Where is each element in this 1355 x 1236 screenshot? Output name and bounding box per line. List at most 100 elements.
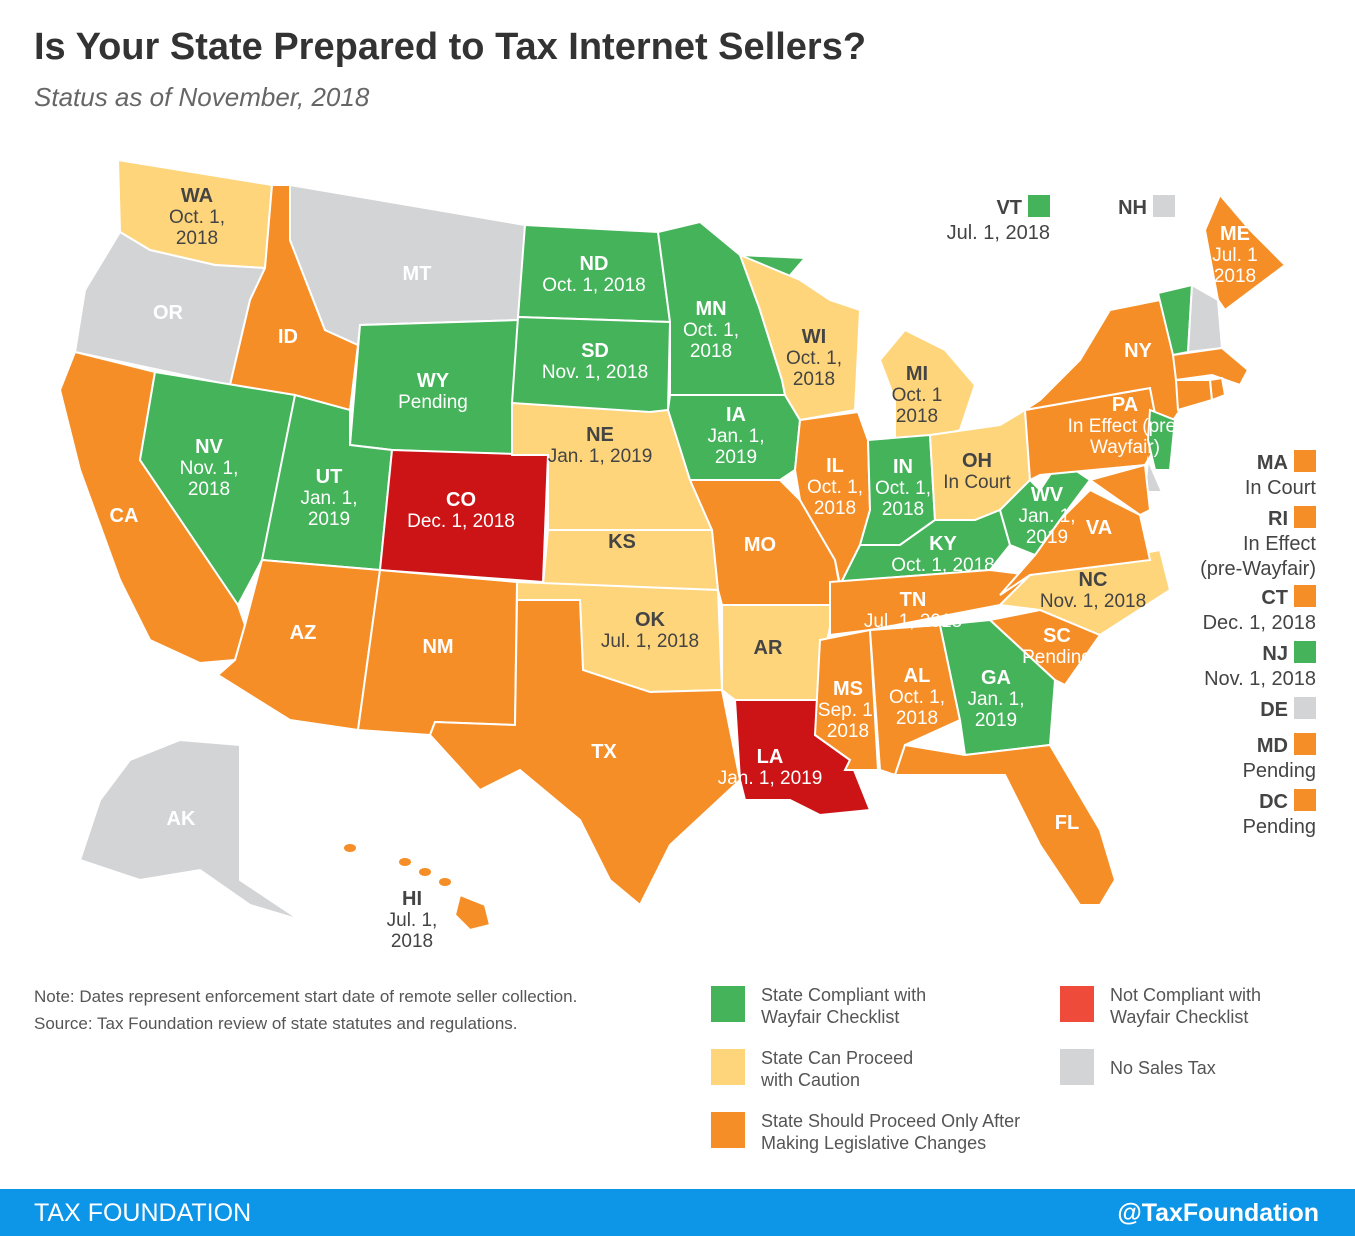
state-abbr: MO: [744, 534, 776, 556]
state-date: Oct. 1, 2018: [683, 320, 739, 362]
state-date: In Effect (pre-Wayfair): [1067, 416, 1183, 458]
footer-handle[interactable]: @TaxFoundation: [1117, 1199, 1319, 1227]
legend-swatch: [1060, 986, 1094, 1022]
state-abbr: LA: [757, 746, 784, 768]
state-date: In Court: [943, 472, 1011, 493]
state-ak: [78, 738, 301, 921]
state-date: Jan. 1, 2019: [547, 446, 653, 467]
callout-ct: CT Dec. 1, 2018: [1202, 585, 1316, 634]
state-abbr: IA: [726, 404, 746, 426]
swatch-de: [1294, 697, 1316, 719]
state-date: Oct. 1, 2018: [542, 275, 646, 296]
state-abbr: ND: [580, 253, 609, 275]
swatch-md: [1294, 733, 1316, 755]
state-abbr: WY: [417, 370, 450, 392]
state-abbr: KS: [608, 531, 636, 553]
callout-nh: NH: [1090, 195, 1175, 221]
callout-vt: VT Jul. 1, 2018: [946, 195, 1050, 244]
callout-md: MD Pending: [1242, 733, 1316, 782]
swatch-ct: [1294, 585, 1316, 607]
state-abbr: CO: [446, 489, 476, 511]
state-date: Oct. 1, 2018: [891, 555, 995, 576]
state-date: Oct. 1 2018: [891, 385, 943, 427]
state-abbr: AZ: [290, 622, 317, 644]
state-abbr: MT: [403, 263, 432, 285]
state-label-id: ID: [278, 326, 298, 348]
state-label-ny: NY: [1124, 340, 1152, 362]
state-abbr: CA: [110, 505, 139, 527]
state-abbr: HI: [402, 888, 422, 910]
state-hi-island: [419, 868, 431, 876]
swatch-dc: [1294, 789, 1316, 811]
state-label-ca: CA: [110, 505, 139, 527]
legend-caution: State Can Proceed with Caution: [711, 1047, 1051, 1091]
state-abbr: AR: [754, 637, 783, 659]
state-abbr: OR: [153, 302, 184, 324]
state-abbr: OH: [962, 450, 992, 472]
state-label-mt: MT: [403, 263, 432, 285]
state-abbr: FL: [1055, 812, 1079, 834]
state-abbr: KY: [929, 533, 957, 555]
callout-de: DE: [1160, 697, 1316, 723]
state-label-nm: NM: [422, 636, 453, 658]
legend-swatch: [711, 1112, 745, 1148]
note-line: Note: Dates represent enforcement start …: [34, 987, 578, 1006]
state-date: Oct. 1, 2018: [875, 478, 931, 520]
state-label-va: VA: [1086, 517, 1112, 539]
state-abbr: MI: [906, 363, 928, 385]
state-abbr: ME: [1220, 223, 1250, 245]
state-label-az: AZ: [290, 622, 317, 644]
callout-nj: NJ Nov. 1, 2018: [1204, 641, 1316, 690]
swatch-vt: [1028, 195, 1050, 217]
state-date: Jan. 1, 2019: [707, 426, 765, 468]
state-fl: [893, 743, 1117, 906]
state-abbr: WI: [802, 326, 826, 348]
state-label-tx: TX: [591, 741, 617, 763]
state-ri: [1208, 376, 1227, 402]
state-date: Oct. 1, 2018: [807, 477, 863, 519]
state-hi: [453, 893, 492, 932]
state-abbr: GA: [981, 667, 1011, 689]
state-label-mo: MO: [744, 534, 776, 556]
state-md: [1087, 463, 1152, 517]
state-tx: [428, 599, 742, 907]
state-date: Jul. 1, 2018: [386, 910, 438, 952]
state-abbr: NE: [586, 424, 614, 446]
state-label-ar: AR: [754, 637, 783, 659]
state-abbr: MN: [695, 298, 726, 320]
legend-not-compliant: Not Compliant with Wayfair Checklist: [1060, 984, 1355, 1028]
state-label-ak: AK: [167, 808, 196, 830]
state-abbr: PA: [1112, 394, 1138, 416]
state-abbr: TN: [900, 589, 927, 611]
state-abbr: AL: [904, 665, 931, 687]
legend-legislative: State Should Proceed Only After Making Le…: [711, 1110, 1051, 1154]
state-date: Jan. 1, 2019: [967, 689, 1025, 731]
state-date: Oct. 1, 2018: [889, 687, 945, 729]
legend-swatch: [1060, 1049, 1094, 1085]
state-hi-island: [439, 878, 451, 886]
state-date: Nov. 1, 2018: [179, 458, 239, 500]
footer-bar: TAX FOUNDATION @TaxFoundation: [0, 1189, 1355, 1236]
state-date: Jan. 1, 2019: [1018, 506, 1076, 548]
state-abbr: WA: [181, 185, 213, 207]
page-title: Is Your State Prepared to Tax Internet S…: [34, 26, 867, 68]
legend-swatch: [711, 1049, 745, 1085]
state-abbr: SC: [1043, 625, 1071, 647]
state-sc: [987, 608, 1102, 687]
